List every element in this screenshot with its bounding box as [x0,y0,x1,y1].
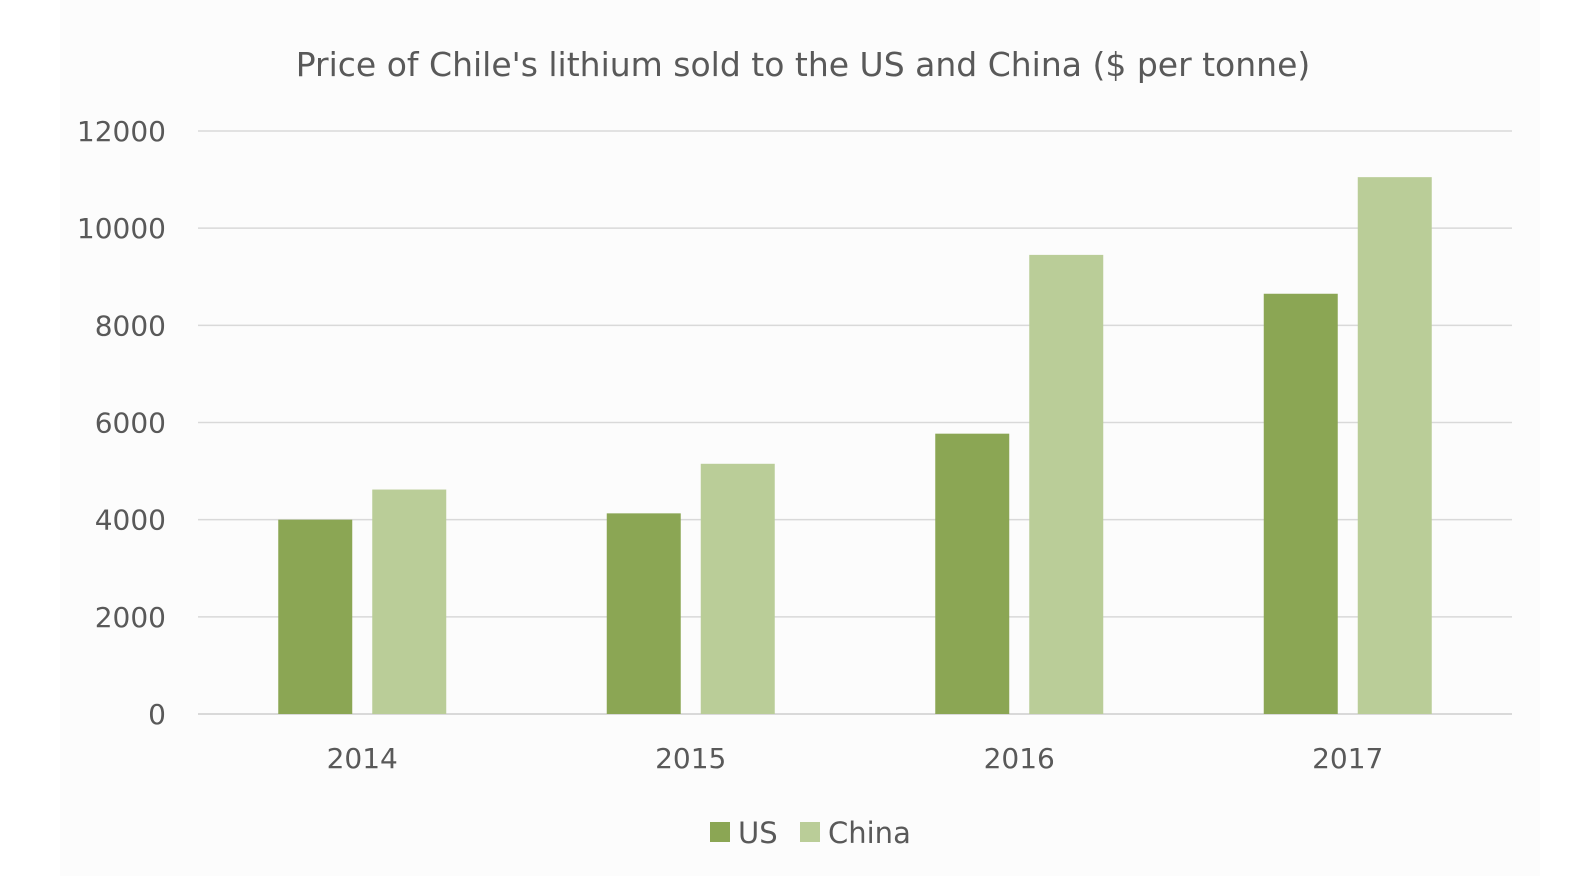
y-tick-label: 8000 [95,309,166,342]
y-tick-label: 6000 [95,407,166,440]
x-tick-label: 2015 [655,742,726,775]
bar-china-2016 [1029,254,1104,714]
x-axis-tick-labels: 2014 2015 2016 2017 [327,742,1384,775]
bar-us-2016 [935,433,1010,714]
x-tick-label: 2014 [327,742,398,775]
x-tick-label: 2017 [1312,742,1383,775]
legend-label-china: China [828,816,911,850]
legend-swatch-us [710,822,730,842]
y-axis-tick-labels: 0 2000 4000 6000 8000 10000 12000 [77,115,166,731]
y-tick-label: 12000 [77,115,166,148]
legend: US China [710,816,911,850]
bars [278,177,1432,714]
y-tick-label: 10000 [77,212,166,245]
bar-china-2015 [700,463,775,714]
legend-swatch-china [800,822,820,842]
bar-us-2017 [1263,293,1338,714]
bar-us-2015 [606,513,681,714]
y-tick-label: 2000 [95,601,166,634]
bar-china-2017 [1357,177,1432,714]
x-tick-label: 2016 [984,742,1055,775]
legend-label-us: US [738,816,778,850]
y-tick-label: 0 [148,698,166,731]
bar-china-2014 [372,489,447,714]
chart-title: Price of Chile's lithium sold to the US … [296,45,1311,84]
y-tick-label: 4000 [95,504,166,537]
bar-us-2014 [278,519,353,714]
